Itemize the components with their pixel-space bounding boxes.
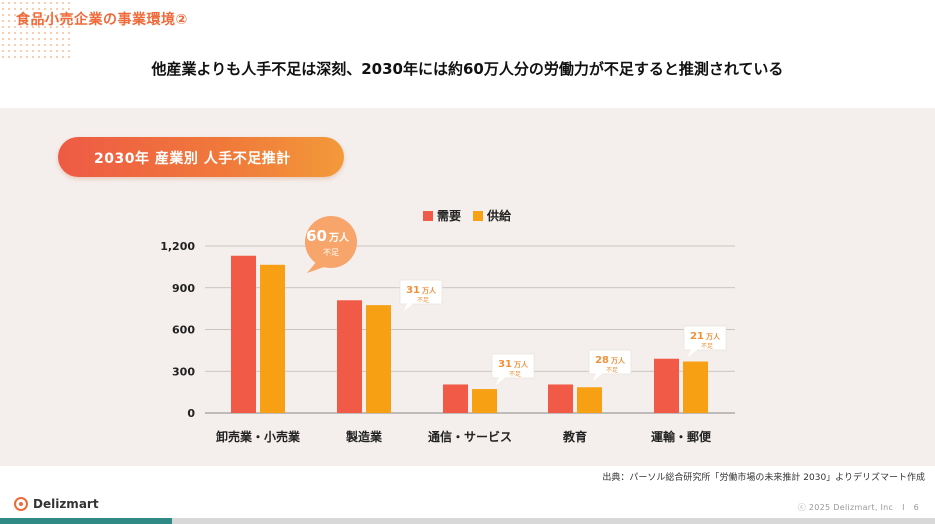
bar-demand (548, 384, 573, 413)
callout-bubble (305, 216, 357, 268)
x-category-label: 通信・サービス (428, 429, 512, 444)
callout-box-tail (688, 349, 698, 357)
slide-title: 食品小売企業の事業環境② (16, 12, 188, 28)
bar-supply (472, 389, 497, 413)
callout-box (399, 279, 443, 305)
bar-demand (231, 255, 256, 413)
decorative-dots (0, 0, 70, 60)
company-logo: Delizmart (14, 497, 99, 511)
section-pill: 2030年 産業別 人手不足推計 (58, 137, 344, 177)
callout-label: 不足 (323, 248, 339, 257)
chart-legend: 需要 供給 (423, 207, 511, 224)
callout-box-tail (593, 373, 603, 381)
logo-mark-icon (14, 497, 28, 511)
y-tick-label: 900 (172, 282, 195, 295)
footer-separator: I (902, 503, 905, 512)
callout-value: 21 (690, 331, 704, 342)
bar-supply (577, 387, 602, 413)
callout-value: 28 (595, 355, 609, 366)
legend-item-demand: 需要 (423, 207, 461, 224)
callout-label: 不足 (701, 343, 713, 350)
callout-label: 不足 (509, 371, 521, 378)
callout-unit: 万人 (513, 360, 529, 369)
bar-supply (260, 264, 285, 413)
copyright-text: ⓒ 2025 Delizmart, Inc (797, 503, 894, 512)
bar-demand (443, 384, 468, 413)
y-tick-label: 300 (172, 365, 195, 378)
x-category-label: 教育 (562, 429, 587, 444)
callout-value: 60 (306, 227, 327, 245)
slide-subtitle: 他産業よりも人手不足は深刻、2030年には約60万人分の労働力が不足すると推測さ… (151, 60, 784, 78)
bar-demand (654, 358, 679, 413)
callout-label: 不足 (606, 367, 618, 374)
x-category-label: 製造業 (345, 429, 383, 444)
legend-label-demand: 需要 (437, 209, 462, 223)
y-tick-label: 600 (172, 324, 195, 337)
source-note: 出典：パーソル総合研究所「労働市場の未来推計 2030」よりデリズマート作成 (602, 473, 925, 483)
y-tick-label: 1,200 (160, 240, 195, 253)
callout-unit: 万人 (328, 231, 350, 244)
callout-box (683, 325, 727, 351)
callout-value: 31 (406, 285, 420, 296)
callout-unit: 万人 (610, 356, 626, 365)
bar-demand (337, 300, 362, 413)
callout-box-tail (404, 303, 414, 311)
footer-accent-bar (0, 518, 172, 524)
legend-swatch-supply (473, 210, 484, 221)
page-number: 6 (913, 503, 919, 512)
y-tick-label: 0 (187, 407, 195, 420)
callout-value: 31 (498, 359, 512, 370)
x-category-label: 卸売業・小売業 (216, 429, 301, 444)
footer-copyright: ⓒ 2025 Delizmart, Inc I 6 (798, 502, 919, 513)
callout-bubble-tail (307, 261, 327, 273)
legend-swatch-demand (423, 210, 433, 221)
x-category-label: 運輸・郵便 (651, 429, 712, 444)
callout-box (588, 349, 632, 375)
footer-bar (172, 518, 935, 524)
logo-text: Delizmart (33, 497, 99, 511)
bar-supply (366, 305, 391, 413)
callout-unit: 万人 (705, 332, 721, 341)
callout-box-tail (496, 377, 506, 385)
legend-label-supply: 供給 (487, 209, 512, 223)
bar-supply (683, 361, 708, 413)
callout-unit: 万人 (421, 286, 437, 295)
callout-label: 不足 (417, 297, 429, 304)
legend-item-supply: 供給 (473, 207, 511, 224)
section-pill-label: 2030年 産業別 人手不足推計 (94, 151, 291, 167)
callout-box (491, 353, 535, 379)
